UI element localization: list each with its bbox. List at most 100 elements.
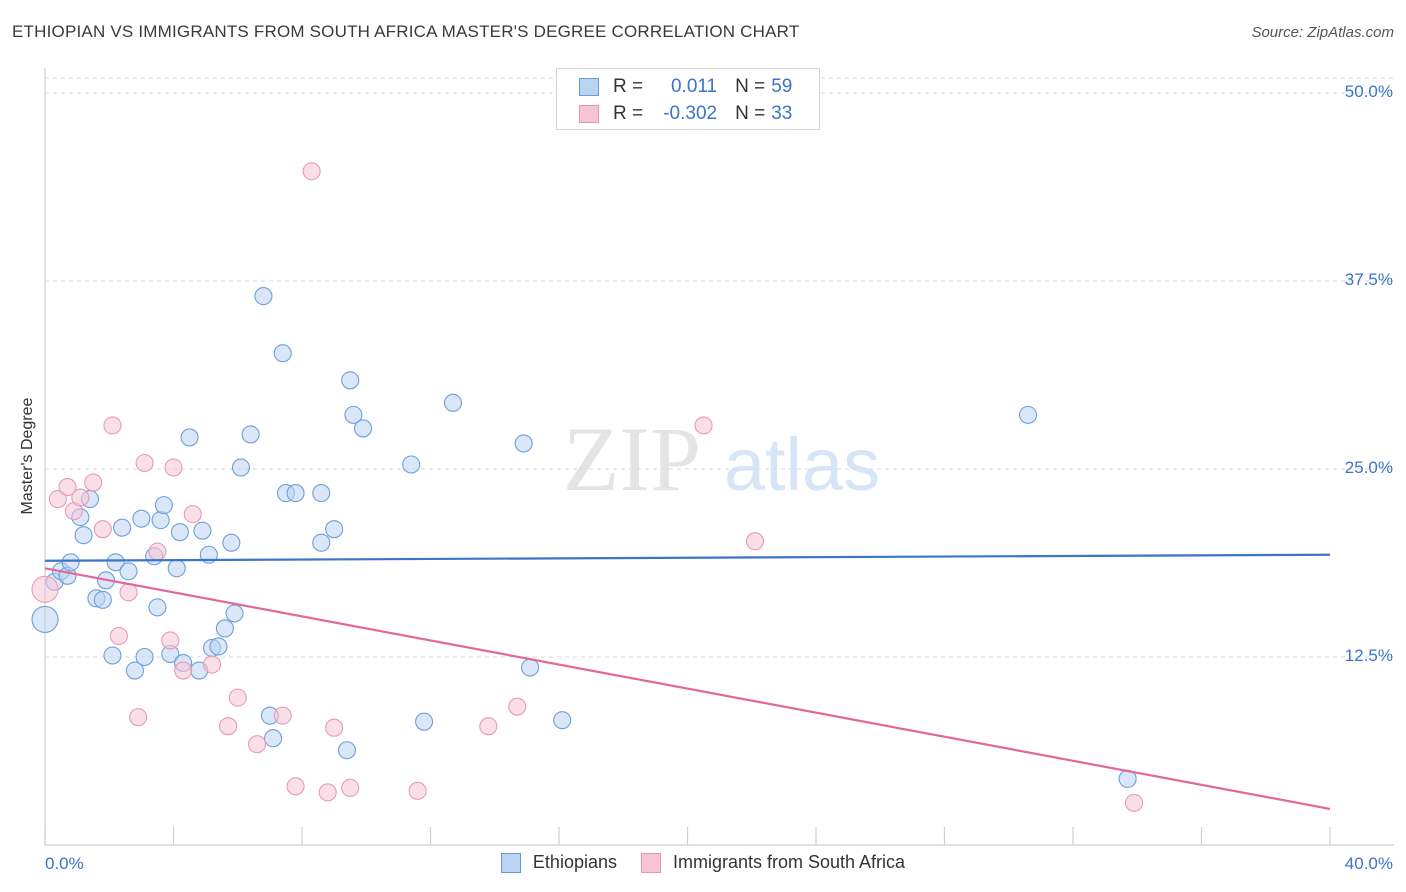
x-tick-label: 40.0% (1345, 854, 1393, 873)
y-tick-label: 12.5% (1345, 646, 1393, 665)
r-label: R = (613, 76, 644, 97)
ethiopian-trend-line (44, 553, 1331, 562)
ethiopian-point (222, 533, 241, 552)
ethiopian-point (106, 553, 125, 572)
legend-item-south-africa[interactable]: Immigrants from South Africa (640, 852, 906, 873)
south-africa-point (508, 697, 527, 716)
n-label: N = (735, 76, 766, 97)
ethiopian-point (119, 562, 138, 581)
south-africa-point (48, 490, 67, 509)
r-label: R = (613, 103, 644, 124)
south-africa-point (109, 626, 128, 646)
south-africa-point (71, 488, 90, 507)
ethiopian-point (286, 484, 305, 503)
ethiopian-point (93, 590, 112, 609)
south-africa-point (273, 706, 292, 725)
watermark-atlas: atlas (724, 423, 880, 506)
legend-label: Ethiopians (532, 852, 617, 872)
south-africa-point (745, 532, 765, 551)
south-africa-point (228, 688, 247, 707)
ethiopian-point (132, 509, 151, 528)
r-value: -0.302 (663, 103, 718, 124)
ethiopian-point (148, 598, 167, 617)
south-africa-point (103, 416, 122, 435)
ethiopian-point (170, 523, 189, 542)
south-africa-point (479, 717, 498, 736)
south-africa-point (84, 473, 103, 492)
n-value: 59 (771, 76, 793, 97)
south-africa-point (174, 661, 193, 680)
ethiopian-point (1018, 405, 1038, 424)
south-africa-point (341, 778, 360, 797)
grid-lines (45, 77, 1394, 658)
ethiopian-point (225, 604, 244, 623)
ethiopian-point (193, 521, 212, 540)
ethiopian-point (103, 646, 122, 665)
south-africa-trend-line (44, 567, 1331, 810)
ethiopian-point (125, 661, 144, 680)
blue-swatch (579, 78, 599, 96)
ethiopian-point (312, 533, 331, 552)
y-tick-label: 50.0% (1345, 82, 1393, 101)
south-africa-point (1124, 793, 1144, 812)
south-africa-point (93, 520, 112, 539)
trend-lines (44, 553, 1331, 810)
ethiopian-point (264, 729, 283, 748)
ethiopian-point (402, 455, 421, 474)
legend-label: Immigrants from South Africa (672, 852, 906, 872)
r-value: 0.011 (670, 76, 718, 97)
ethiopian-point (325, 520, 344, 539)
ethiopian-point (443, 393, 463, 412)
south-africa-point (119, 583, 138, 602)
ethiopian-point (31, 605, 59, 633)
ethiopian-point (154, 496, 173, 515)
ethiopian-point (167, 559, 186, 578)
south-africa-point (161, 631, 180, 650)
ethiopian-point (514, 434, 533, 453)
south-africa-point (203, 655, 222, 674)
ethiopian-point (180, 428, 199, 447)
watermark-zip: ZIP (563, 408, 701, 510)
south-africa-point (129, 708, 148, 727)
south-africa-point (31, 575, 59, 603)
pink-swatch (579, 105, 599, 123)
ethiopian-point (241, 425, 260, 444)
south-africa-point (408, 781, 427, 800)
legend-item-ethiopians[interactable]: Ethiopians (500, 852, 617, 873)
south-africa-point (164, 458, 183, 477)
south-africa-point (302, 162, 321, 181)
ethiopian-point (521, 658, 540, 677)
south-africa-point (318, 783, 337, 802)
x-tick-label: 0.0% (45, 854, 84, 873)
south-africa-point (694, 416, 713, 435)
series-legend: Ethiopians Immigrants from South Africa (0, 852, 1406, 873)
south-africa-point (58, 478, 77, 497)
ethiopian-point (151, 511, 170, 530)
ethiopian-point (74, 526, 93, 545)
legend-row-ethiopians: R = 0.011 N = 59 (579, 75, 792, 99)
pink-swatch (640, 852, 661, 873)
ethiopian-point (553, 711, 572, 730)
ethiopian-point (215, 619, 234, 638)
ethiopian-point (135, 647, 154, 667)
ethiopian-point (273, 344, 292, 363)
ethiopian-point (353, 419, 373, 438)
south-africa-point (135, 453, 154, 473)
ethiopian-point (415, 712, 434, 731)
ethiopian-point (61, 553, 80, 572)
axes (44, 68, 1394, 846)
y-tick-label: 25.0% (1345, 458, 1393, 477)
ethiopian-point (337, 741, 357, 760)
n-value: 33 (771, 103, 793, 124)
n-label: N = (735, 103, 766, 124)
ethiopian-point (113, 518, 132, 537)
legend-row-south-africa: R = -0.302 N = 33 (579, 102, 792, 126)
ethiopian-point (344, 405, 363, 424)
data-points (31, 162, 1144, 812)
south-africa-point (183, 505, 202, 524)
chart-title: ETHIOPIAN VS IMMIGRANTS FROM SOUTH AFRIC… (12, 22, 800, 41)
ethiopian-point (254, 287, 273, 306)
watermark: ZIP atlas (563, 408, 880, 510)
tick-labels: 12.5% 25.0% 37.5% 50.0% 0.0% 40.0% (45, 82, 1393, 873)
